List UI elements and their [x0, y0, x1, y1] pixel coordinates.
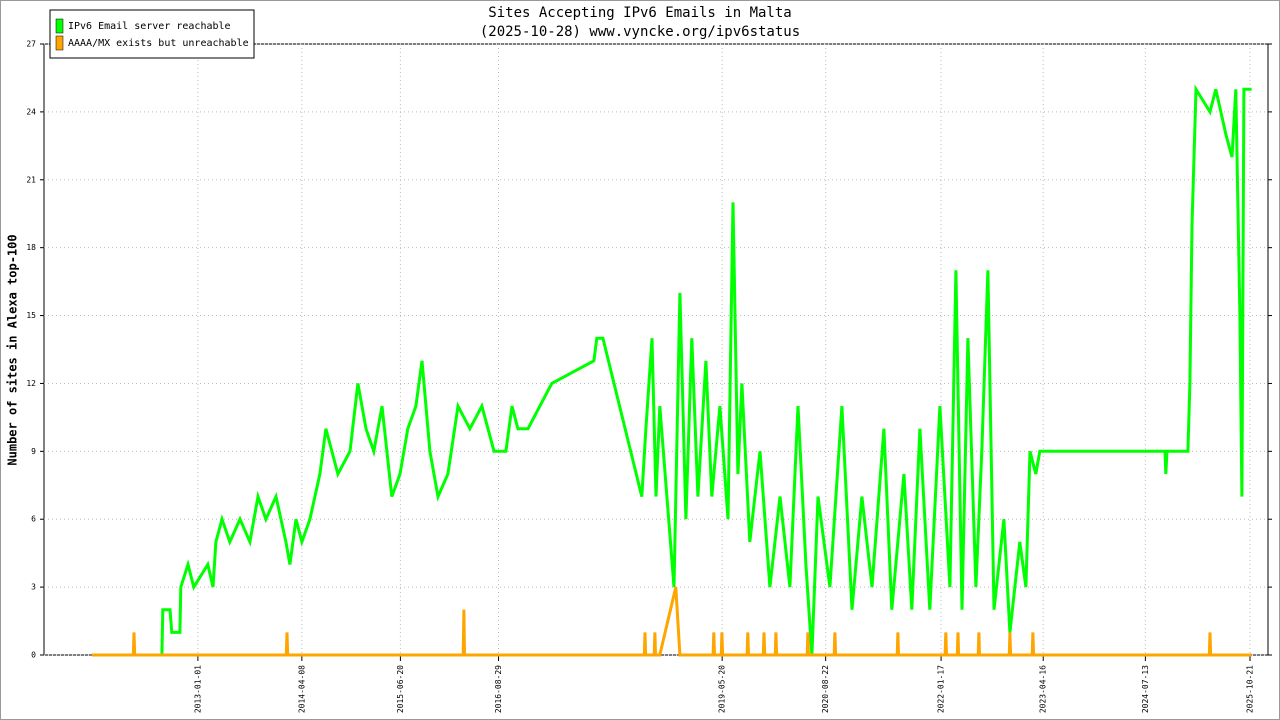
- legend-swatch: [55, 35, 64, 51]
- y-axis-label: Number of sites in Alexa top-100: [6, 234, 20, 465]
- chart-title: Sites Accepting IPv6 Emails in Malta: [488, 5, 791, 21]
- series-line: [91, 586, 1252, 657]
- y-tick-label: 27: [26, 40, 36, 49]
- x-tick-label: 2020-08-22: [821, 665, 830, 713]
- x-tick-label: 2024-07-13: [1141, 665, 1150, 713]
- x-tick-label: 2019-05-20: [718, 665, 727, 713]
- y-tick-label: 12: [26, 379, 36, 388]
- y-tick-label: 6: [31, 515, 36, 524]
- y-tick-label: 18: [26, 243, 36, 252]
- legend-box: [49, 9, 255, 59]
- y-tick-label: 0: [31, 651, 36, 660]
- y-tick-label: 21: [26, 175, 36, 184]
- legend-swatch: [55, 18, 64, 34]
- x-tick-label: 2022-01-17: [937, 665, 946, 713]
- legend-label: AAAA/MX exists but unreachable: [68, 38, 249, 49]
- series-line: [91, 84, 1252, 657]
- legend-label: IPv6 Email server reachable: [68, 21, 231, 32]
- x-tick-label: 2025-10-21: [1246, 665, 1255, 713]
- legend: IPv6 Email server reachable AAAA/MX exist…: [49, 9, 255, 59]
- x-tick-label: 2014-04-08: [297, 665, 306, 713]
- y-tick-label: 15: [26, 311, 36, 320]
- x-tick-label: 2013-01-01: [193, 665, 202, 713]
- y-tick-label: 24: [26, 107, 36, 116]
- chart-subtitle: (2025-10-28) www.vyncke.org/ipv6status: [480, 24, 800, 40]
- x-tick-label: 2023-04-16: [1039, 665, 1048, 713]
- y-tick-label: 3: [31, 583, 36, 592]
- y-tick-label: 9: [31, 447, 36, 456]
- x-tick-label: 2015-06-20: [396, 665, 405, 713]
- x-tick-label: 2016-08-29: [494, 665, 503, 713]
